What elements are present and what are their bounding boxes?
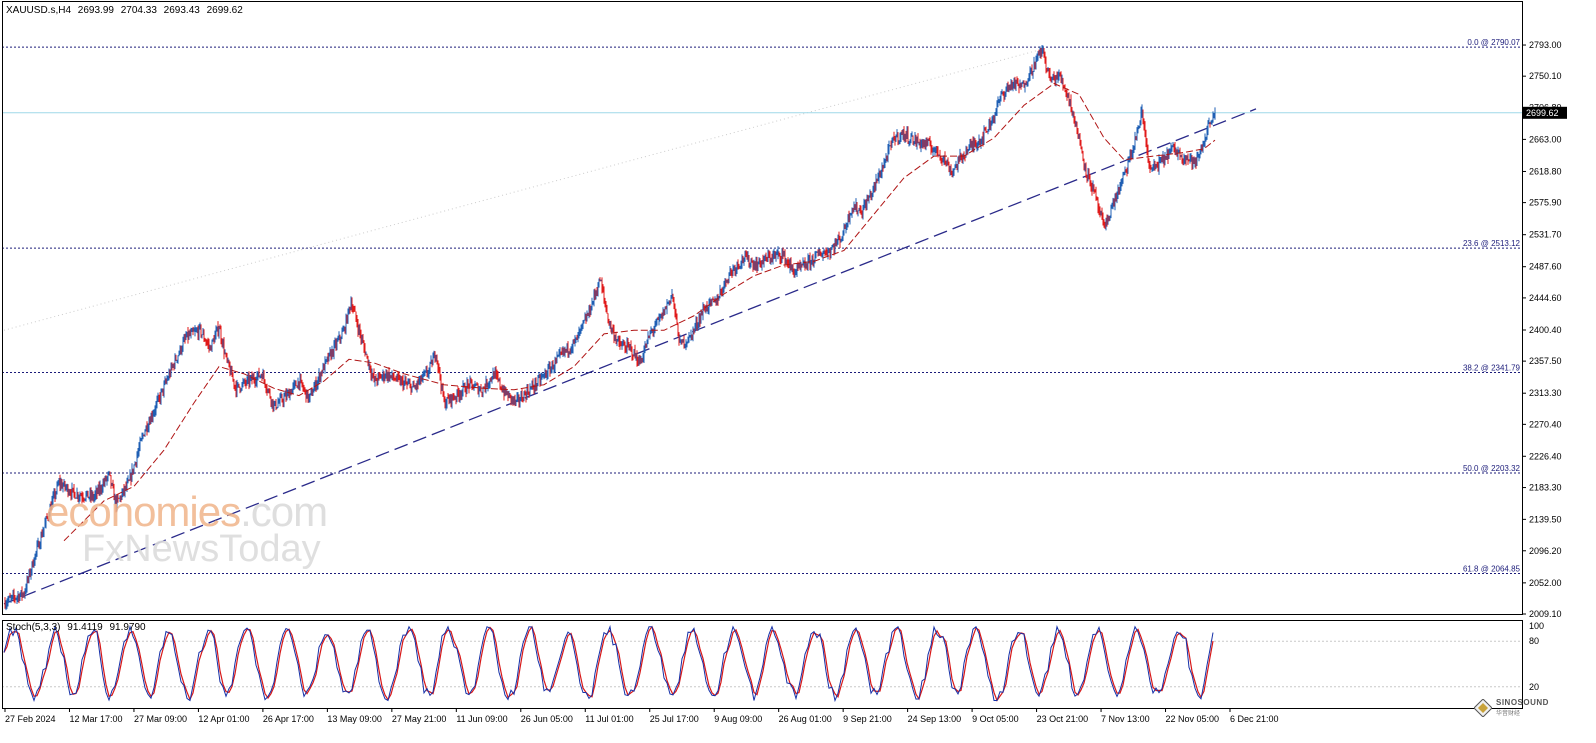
y-axis-label: 2313.30 bbox=[1529, 388, 1562, 398]
symbol-label: XAUUSD.s,H4 bbox=[6, 5, 72, 16]
open-value: 2693.99 bbox=[77, 5, 114, 16]
y-axis-label: 2052.00 bbox=[1529, 578, 1562, 588]
y-axis-label: 2531.70 bbox=[1529, 230, 1562, 240]
main-pane-frame bbox=[2, 1, 1523, 615]
brand-subtitle: 华音财经 bbox=[1496, 711, 1521, 717]
x-axis-label: 9 Oct 05:00 bbox=[972, 714, 1019, 724]
x-axis-label: 12 Apr 01:00 bbox=[198, 714, 249, 724]
watermark-fxnewstoday: FxNewsToday bbox=[82, 528, 321, 570]
fib-level-label: 38.2 @ 2341.79 bbox=[1463, 364, 1521, 373]
y-axis-label: 2575.90 bbox=[1529, 198, 1562, 208]
close-value: 2699.62 bbox=[206, 5, 243, 16]
x-axis-label: 26 Aug 01:00 bbox=[779, 714, 832, 724]
fib-level-label: 61.8 @ 2064.85 bbox=[1463, 565, 1521, 574]
x-axis-label: 27 May 21:00 bbox=[392, 714, 447, 724]
fib-level-label: 23.6 @ 2513.12 bbox=[1463, 239, 1521, 248]
x-axis-label: 11 Jun 09:00 bbox=[456, 714, 507, 724]
y-axis-label: 2663.00 bbox=[1529, 134, 1562, 144]
x-axis-label: 12 Mar 17:00 bbox=[69, 714, 122, 724]
x-axis-label: 22 Nov 05:00 bbox=[1166, 714, 1220, 724]
y-axis-label: 2270.40 bbox=[1529, 419, 1562, 429]
x-axis-label: 25 Jul 17:00 bbox=[650, 714, 699, 724]
y-axis-label: 2444.60 bbox=[1529, 293, 1562, 303]
y-axis-label: 2750.10 bbox=[1529, 71, 1562, 81]
y-axis-label: 2400.40 bbox=[1529, 325, 1562, 335]
current-price-tag: 2699.62 bbox=[1523, 106, 1567, 119]
stochastic-signal-line bbox=[3, 625, 1214, 702]
current-price-box bbox=[1523, 106, 1567, 119]
x-axis-label: 11 Jul 01:00 bbox=[585, 714, 633, 724]
y-axis-label: 2183.30 bbox=[1529, 483, 1562, 493]
symbol-header: XAUUSD.s,H4 2693.99 2704.33 2693.43 2699… bbox=[6, 5, 247, 16]
stochastic-axis-label: 20 bbox=[1529, 682, 1539, 692]
y-axis-label: 2618.80 bbox=[1529, 166, 1562, 176]
brand-diamond-icon bbox=[1474, 699, 1492, 717]
stochastic-pane-frame bbox=[2, 620, 1523, 709]
y-axis-label: 2487.60 bbox=[1529, 262, 1562, 272]
y-axis-label: 2793.00 bbox=[1529, 40, 1562, 50]
x-axis-label: 26 Apr 17:00 bbox=[263, 714, 314, 724]
x-axis-label: 23 Oct 21:00 bbox=[1037, 714, 1089, 724]
brand-name: SINOSOUND bbox=[1496, 698, 1549, 707]
x-axis-label: 27 Mar 09:00 bbox=[134, 714, 187, 724]
watermark-economies: economies.com bbox=[46, 488, 328, 535]
x-axis-label: 24 Sep 13:00 bbox=[908, 714, 962, 724]
x-axis-label: 6 Dec 21:00 bbox=[1230, 714, 1279, 724]
y-axis-label: 2139.50 bbox=[1529, 514, 1562, 524]
main-pane: 0.0 @ 2790.07 23.6 @ 2513.12 38.2 @ 2341.7… bbox=[2, 38, 1522, 611]
stochastic-axis-label: 80 bbox=[1529, 636, 1539, 646]
low-value: 2693.43 bbox=[163, 5, 200, 16]
x-axis-label: 9 Aug 09:00 bbox=[714, 714, 762, 724]
y-axis-label: 2357.50 bbox=[1529, 356, 1562, 366]
stochastic-axis-label: 100 bbox=[1529, 621, 1544, 631]
brand-logo: SINOSOUND 华音财经 bbox=[1474, 697, 1590, 719]
fib-level-label: 0.0 @ 2790.07 bbox=[1467, 38, 1520, 47]
fib-base-line bbox=[3, 48, 1045, 331]
stochastic-header: Stoch(5,3,3) 91.4119 91.9790 bbox=[6, 622, 150, 633]
x-axis-label: 27 Feb 2024 bbox=[5, 714, 56, 724]
trendline bbox=[3, 108, 1257, 605]
stochastic-signal-value: 91.9790 bbox=[109, 622, 146, 633]
moving-average-line bbox=[63, 82, 1216, 542]
stochastic-pane bbox=[2, 624, 1522, 703]
y-axis-label: 2096.20 bbox=[1529, 546, 1562, 556]
x-axis-label: 9 Sep 21:00 bbox=[843, 714, 892, 724]
x-axis-label: 7 Nov 13:00 bbox=[1101, 714, 1150, 724]
y-axis-label: 2009.10 bbox=[1529, 609, 1562, 619]
x-axis-label: 13 May 09:00 bbox=[327, 714, 382, 724]
x-axis-label: 26 Jun 05:00 bbox=[521, 714, 573, 724]
y-axis-label: 2226.40 bbox=[1529, 451, 1562, 461]
current-price-label: 2699.62 bbox=[1526, 108, 1559, 118]
stochastic-label: Stoch(5,3,3) bbox=[6, 622, 61, 633]
stochastic-main-line bbox=[3, 624, 1214, 703]
stochastic-main-value: 91.4119 bbox=[67, 622, 103, 633]
high-value: 2704.33 bbox=[120, 5, 157, 16]
fib-level-label: 50.0 @ 2203.32 bbox=[1463, 464, 1521, 473]
axes: 2793.002750.102706.802663.002618.802575.… bbox=[2, 1, 1567, 724]
